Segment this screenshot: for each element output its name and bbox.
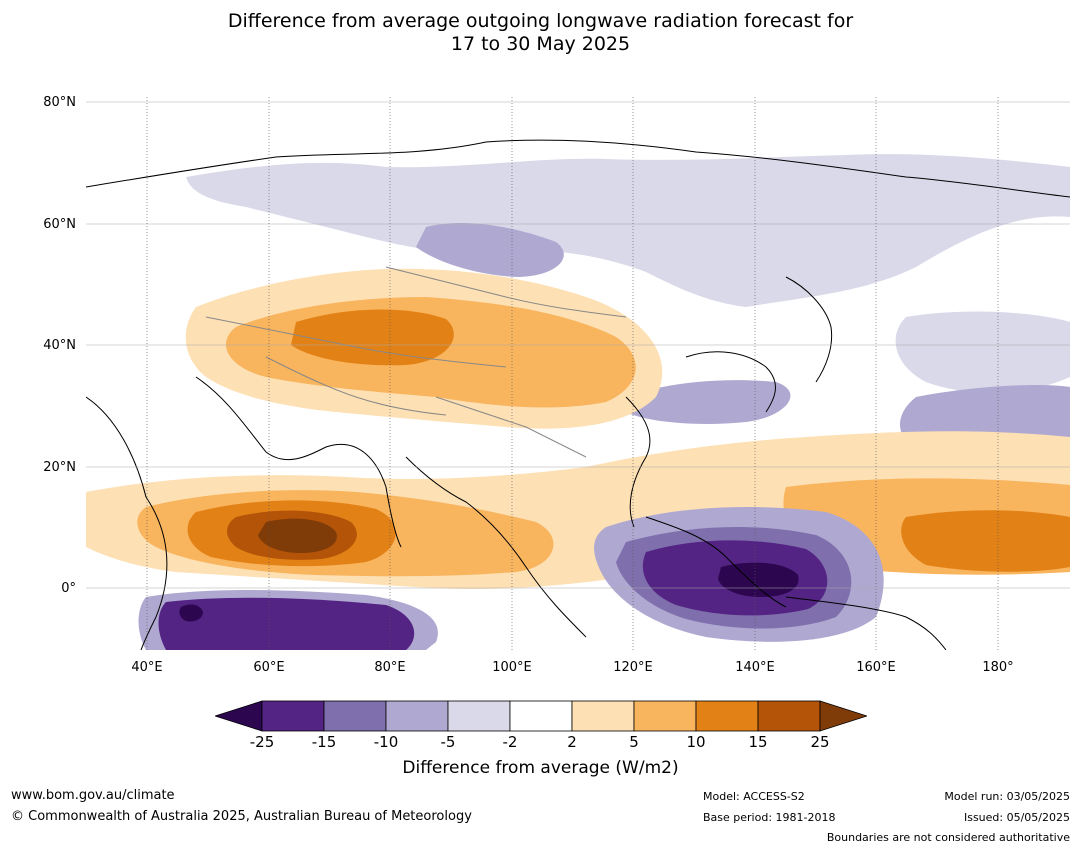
anomaly-region-tibet-core bbox=[291, 309, 454, 366]
anomaly-region-indian-ocean-core bbox=[179, 604, 203, 622]
colorbar-label: Difference from average (W/m2) bbox=[402, 758, 679, 778]
anomaly-region-siberia bbox=[186, 154, 1070, 307]
longitude-grid bbox=[146, 97, 999, 650]
map-canvas bbox=[86, 97, 1070, 650]
colorbar-swatch bbox=[447, 700, 511, 732]
anomaly-region-pacific-tropic-dark bbox=[901, 510, 1070, 572]
colorbar-tick-1: -25 bbox=[249, 733, 275, 751]
colorbar-tick-5: -2 bbox=[502, 733, 518, 751]
footer-model: Model: ACCESS-S2 bbox=[703, 790, 805, 803]
lon-label-80e: 80°E bbox=[374, 660, 406, 675]
lon-label-40e: 40°E bbox=[131, 660, 163, 675]
footer-base-period: Base period: 1981-2018 bbox=[703, 811, 836, 824]
lon-label-100e: 100°E bbox=[492, 660, 532, 675]
anomaly-region-china-sea-purple bbox=[626, 380, 791, 424]
anomaly-region-arabian-sea-max bbox=[258, 518, 337, 553]
footer-model-run: Model run: 03/05/2025 bbox=[944, 790, 1070, 803]
colorbar-swatches bbox=[213, 700, 869, 732]
colorbar-swatch bbox=[757, 700, 821, 732]
lat-label-40n: 40°N bbox=[43, 338, 76, 353]
lat-label-60n: 60°N bbox=[43, 217, 76, 232]
footer-disclaimer: Boundaries are not considered authoritat… bbox=[826, 831, 1070, 844]
coastlines bbox=[86, 139, 1070, 650]
colorbar-tick-3: -10 bbox=[373, 733, 399, 751]
footer-url: www.bom.gov.au/climate bbox=[11, 788, 175, 803]
latitude-grid bbox=[86, 101, 1070, 589]
anomaly-region-maritime-purple-core bbox=[718, 562, 799, 597]
colorbar-swatch bbox=[261, 700, 325, 732]
colorbar-tick-4: -5 bbox=[440, 733, 456, 751]
country-borders bbox=[205, 266, 627, 458]
title-line-1: Difference from average outgoing longwav… bbox=[227, 10, 854, 32]
title-line-2: 17 to 30 May 2025 bbox=[450, 33, 631, 55]
lon-label-160e: 160°E bbox=[856, 660, 896, 675]
colorbar-extend-low bbox=[213, 700, 263, 732]
colorbar-swatch bbox=[695, 700, 759, 732]
footer-copyright: © Commonwealth of Australia 2025, Austra… bbox=[11, 809, 472, 824]
lat-label-80n: 80°N bbox=[43, 95, 76, 110]
colorbar-tick-6: 2 bbox=[567, 733, 577, 751]
lon-label-60e: 60°E bbox=[253, 660, 285, 675]
anomaly-region-indian-ocean-south bbox=[158, 597, 415, 650]
footer-issued: Issued: 05/05/2025 bbox=[963, 811, 1070, 824]
anomaly-region-pacific-north bbox=[895, 311, 1070, 393]
anomaly-region-mongolia-purple bbox=[416, 222, 564, 277]
colorbar-swatch bbox=[633, 700, 697, 732]
anomaly-map bbox=[86, 97, 1070, 650]
colorbar-swatch bbox=[323, 700, 387, 732]
map-title: Difference from average outgoing longwav… bbox=[0, 10, 1081, 56]
lat-label-20n: 20°N bbox=[43, 460, 76, 475]
colorbar-tick-8: 10 bbox=[686, 733, 706, 751]
lon-label-120e: 120°E bbox=[613, 660, 653, 675]
lat-label-equator: 0° bbox=[61, 581, 76, 596]
colorbar-tick-2: -15 bbox=[311, 733, 337, 751]
colorbar bbox=[213, 700, 869, 732]
lon-label-140e: 140°E bbox=[735, 660, 775, 675]
colorbar-swatch bbox=[385, 700, 449, 732]
colorbar-swatch bbox=[509, 700, 573, 732]
colorbar-tick-10: 25 bbox=[810, 733, 830, 751]
colorbar-tick-7: 5 bbox=[629, 733, 639, 751]
colorbar-swatch bbox=[571, 700, 635, 732]
lon-label-180: 180° bbox=[982, 660, 1014, 675]
colorbar-extend-high bbox=[819, 700, 869, 732]
colorbar-tick-9: 15 bbox=[748, 733, 768, 751]
